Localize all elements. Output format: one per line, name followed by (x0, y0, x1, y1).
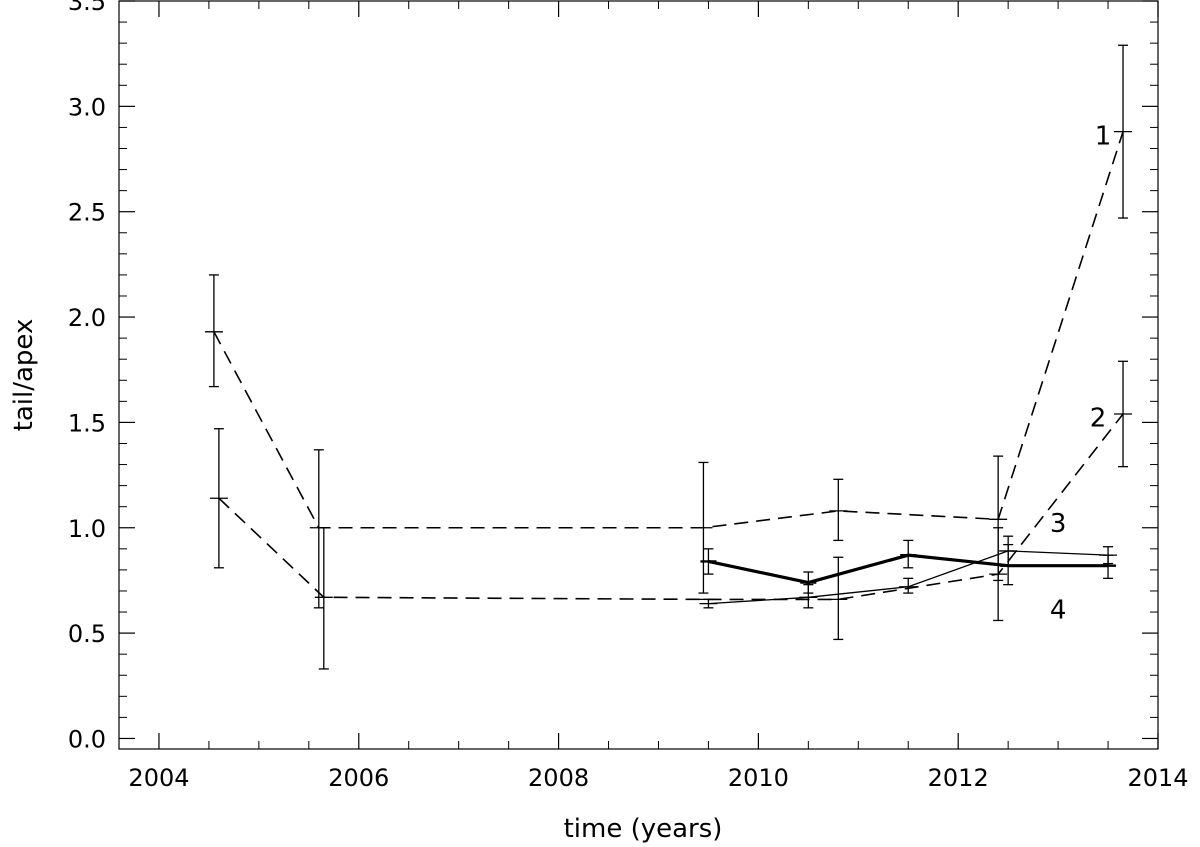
data-point (799, 584, 818, 609)
series-label-2: 2 (1090, 404, 1107, 434)
x-tick-label: 2014 (1127, 764, 1188, 792)
data-point (694, 461, 713, 594)
data-point (209, 428, 228, 569)
data-point (309, 449, 328, 609)
data-point (699, 598, 718, 609)
data-point (700, 548, 717, 575)
series-line (218, 413, 1124, 601)
y-tick-label: 3.5 (68, 0, 106, 16)
data-point (1114, 360, 1133, 468)
y-tick-label: 2.0 (68, 304, 106, 332)
y-tick-label: 1.0 (68, 515, 106, 543)
series-line (213, 131, 1124, 529)
series-4 (699, 535, 1118, 609)
y-tick-label: 2.5 (68, 199, 106, 227)
axis-ticks (119, 0, 1159, 749)
series-label-1: 1 (1095, 121, 1112, 151)
series-label-3: 3 (1050, 509, 1067, 539)
data-point (829, 556, 848, 641)
data-point (999, 535, 1018, 567)
x-axis-label: time (years) (564, 814, 723, 844)
y-tick-labels: 0.0 0.5 1.0 1.5 2.0 2.5 3.0 3.5 (68, 0, 106, 753)
x-tick-label: 2010 (728, 764, 789, 792)
x-tick-label: 2008 (528, 764, 589, 792)
y-tick-label: 3.0 (68, 93, 106, 121)
y-tick-label: 0.0 (68, 725, 106, 753)
series-2 (209, 360, 1133, 670)
y-tick-label: 0.5 (68, 620, 106, 648)
x-tick-labels: 2004 2006 2008 2010 2012 2014 (128, 764, 1188, 792)
data-point (204, 274, 223, 388)
data-point (829, 478, 848, 542)
series-1 (204, 44, 1133, 609)
data-point (899, 577, 918, 594)
plot-frame (118, 0, 1159, 750)
series-label-layer: 1 2 3 4 (1050, 121, 1112, 625)
data-point (1114, 44, 1133, 219)
x-tick-label: 2004 (128, 764, 189, 792)
x-tick-label: 2012 (928, 764, 989, 792)
x-tick-label: 2006 (328, 764, 389, 792)
data-point (800, 571, 817, 594)
data-point (900, 539, 917, 569)
data-point (1099, 546, 1118, 565)
series-layer (204, 44, 1133, 670)
data-point (989, 527, 1008, 622)
data-point (314, 527, 333, 670)
series-label-4: 4 (1050, 595, 1067, 625)
y-tick-label: 1.5 (68, 409, 106, 437)
y-axis-label: tail/apex (9, 319, 39, 432)
